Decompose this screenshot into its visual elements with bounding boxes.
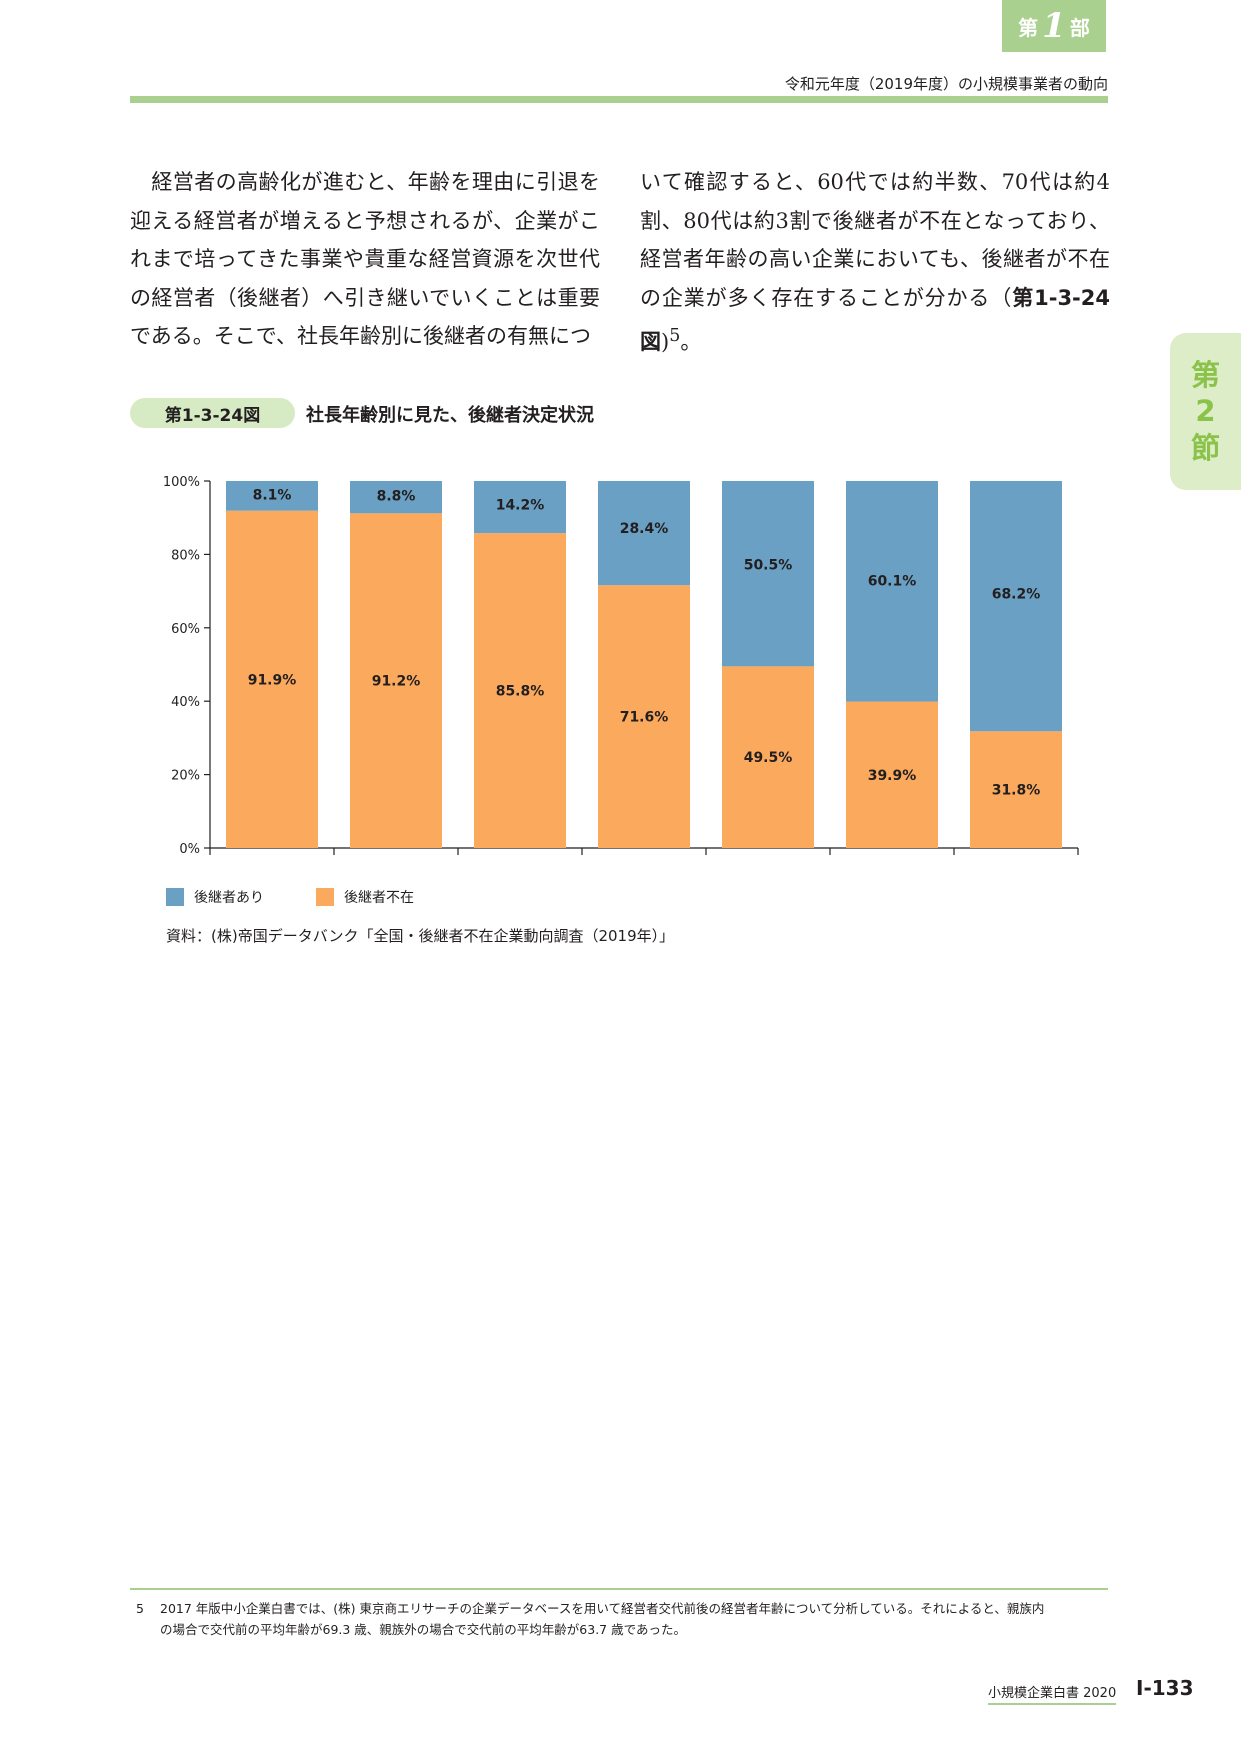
part-number: 1 (1042, 6, 1066, 46)
data-label: 31.8% (992, 783, 1041, 799)
figure-label: 第1-3-24図 (130, 398, 295, 428)
figure-reference: 第1-3-24図 (640, 285, 1110, 355)
body-text-left: 経営者の高齢化が進むと、年齢を理由に引退を迎える経営者が増えると予想されるが、企… (130, 170, 600, 348)
legend-label-yes: 後継者あり (194, 890, 264, 906)
data-label: 91.9% (248, 672, 297, 688)
bar-has-successor (846, 481, 938, 702)
data-label: 14.2% (496, 497, 545, 513)
bar-no-successor (474, 533, 566, 848)
legend-item-no: 後継者不在 (316, 887, 414, 907)
y-tick-label: 20% (171, 769, 200, 784)
data-label: 39.9% (868, 768, 917, 784)
figure-source: 資料：(株)帝国データバンク「全国・後継者不在企業動向調査（2019年）」 (166, 927, 675, 945)
body-right-main: いて確認すると、60代では約半数、70代は約4割、80代は約3割で後継者が不在と… (640, 170, 1110, 310)
footnote-marker: 5 (669, 326, 681, 346)
y-tick-label: 100% (163, 475, 200, 490)
body-right-end: 。 (680, 330, 702, 354)
data-label: 68.2% (992, 587, 1041, 603)
footer-book-title: 小規模企業白書 2020 (988, 1682, 1117, 1705)
legend-swatch-yes (166, 888, 184, 906)
body-text-right: いて確認すると、60代では約半数、70代は約4割、80代は約3割で後継者が不在と… (640, 163, 1110, 362)
stacked-bar-chart: 0%20%40%60%80%100%91.9%8.1%30代未満91.2%8.8… (163, 475, 1079, 857)
part-suffix: 部 (1069, 15, 1090, 40)
bar-no-successor (350, 513, 442, 848)
section-tab-line2: 2 (1195, 394, 1216, 429)
part-prefix: 第 (1018, 15, 1039, 40)
y-tick-label: 80% (171, 548, 200, 563)
y-tick-label: 60% (171, 622, 200, 637)
y-tick-label: 40% (171, 695, 200, 710)
section-tab: 第 2 節 (1170, 333, 1241, 490)
footnote-line1: 2017 年版中小企業白書では、(株) 東京商エリサーチの企業データベースを用い… (160, 1601, 1045, 1616)
bar-no-successor (846, 701, 938, 848)
page-number: Ⅰ-133 (1136, 1676, 1194, 1700)
legend-swatch-no (316, 888, 334, 906)
data-label: 49.5% (744, 750, 793, 766)
bar-no-successor (722, 666, 814, 848)
footnote: 5 2017 年版中小企業白書では、(株) 東京商エリサーチの企業データベースを用… (136, 1598, 1108, 1640)
legend-item-yes: 後継者あり (166, 887, 264, 907)
figure-title: 社長年齢別に見た、後継者決定状況 (306, 405, 594, 426)
data-label: 50.5% (744, 557, 793, 573)
data-label: 8.1% (253, 487, 292, 503)
chart-legend: 後継者あり 後継者不在 (166, 887, 414, 907)
body-right-note: ) (661, 330, 670, 354)
bar-has-successor (350, 481, 442, 514)
data-label: 60.1% (868, 573, 917, 589)
section-tab-line1: 第 (1190, 358, 1220, 393)
bar-has-successor (970, 481, 1062, 732)
data-label: 91.2% (372, 674, 421, 690)
section-tab-line3: 節 (1190, 430, 1220, 465)
bar-no-successor (226, 510, 318, 848)
data-label: 71.6% (620, 710, 669, 726)
running-head: 令和元年度（2019年度）の小規模事業者の動向 (784, 75, 1108, 93)
header-rule (130, 96, 1108, 103)
bar-has-successor (226, 481, 318, 511)
bar-no-successor (970, 731, 1062, 848)
data-label: 85.8% (496, 684, 545, 700)
footnote-line2: の場合で交代前の平均年齢が69.3 歳、親族外の場合で交代前の平均年齢が63.7… (160, 1622, 686, 1637)
part-tab: 第 1 部 (1002, 0, 1106, 52)
data-label: 28.4% (620, 521, 669, 537)
data-label: 8.8% (377, 489, 416, 505)
bar-has-successor (598, 481, 690, 586)
footnote-number: 5 (136, 1601, 144, 1616)
footnote-rule (130, 1588, 1108, 1590)
bar-has-successor (722, 481, 814, 667)
legend-label-no: 後継者不在 (344, 890, 414, 906)
bar-has-successor (474, 481, 566, 534)
bar-no-successor (598, 585, 690, 848)
y-tick-label: 0% (179, 842, 200, 857)
